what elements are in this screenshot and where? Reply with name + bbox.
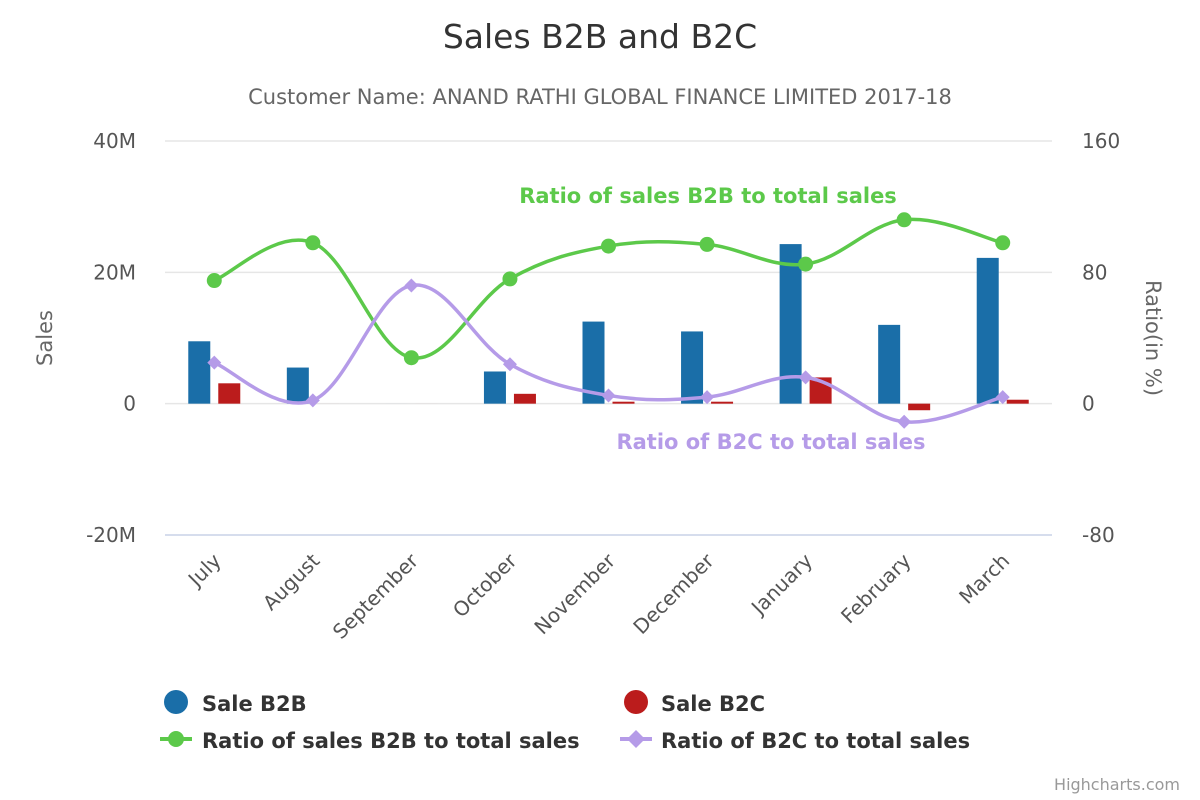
x-tick-label: March (954, 549, 1014, 609)
point-ratio-b2c-july[interactable] (207, 355, 222, 370)
legend-symbol-circle (624, 690, 648, 714)
x-tick-label: October (448, 548, 522, 622)
bar-sale-b2b-march[interactable] (976, 257, 999, 404)
point-ratio-b2c-september[interactable] (404, 278, 419, 293)
chart-title: Sales B2B and B2C (443, 17, 757, 56)
x-tick-label: December (628, 548, 719, 639)
bar-sale-b2c-december[interactable] (711, 401, 734, 404)
chart-subtitle: Customer Name: ANAND RATHI GLOBAL FINANC… (248, 85, 952, 109)
point-ratio-b2c-january[interactable] (798, 370, 813, 385)
legend-symbol-diamond (627, 730, 645, 748)
legend-item-ratio-b2c[interactable]: Ratio of B2C to total sales (620, 729, 970, 753)
legend-label: Ratio of sales B2B to total sales (202, 729, 580, 753)
legend: Sale B2B Sale B2C Ratio of sales B2B to … (160, 690, 970, 753)
bar-sale-b2c-november[interactable] (612, 401, 635, 404)
bar-sale-b2b-august[interactable] (286, 367, 309, 404)
point-ratio-b2b-august[interactable] (305, 235, 321, 251)
right-axis-ticks: -80 0 80 160 (1082, 129, 1120, 547)
point-ratio-b2b-november[interactable] (601, 238, 616, 254)
bar-sale-b2b-december[interactable] (681, 331, 704, 404)
bar-sale-b2b-november[interactable] (582, 321, 605, 404)
x-tick-label: September (328, 548, 424, 644)
point-ratio-b2b-october[interactable] (502, 271, 518, 287)
bar-sale-b2b-october[interactable] (483, 371, 506, 404)
annotation-ratio-b2b: Ratio of sales B2B to total sales (519, 184, 897, 208)
bar-sale-b2c-february[interactable] (908, 403, 931, 411)
legend-symbol-circle (168, 731, 184, 747)
column-series (188, 244, 1029, 411)
bar-sale-b2b-february[interactable] (878, 324, 901, 404)
left-tick-label: 20M (93, 260, 136, 284)
right-tick-label: -80 (1082, 523, 1115, 547)
legend-label: Sale B2B (202, 692, 307, 716)
x-tick-label: February (836, 548, 916, 628)
right-axis-title: Ratio(in %) (1141, 280, 1165, 396)
point-ratio-b2b-february[interactable] (896, 212, 912, 228)
left-axis-title: Sales (33, 310, 57, 366)
point-ratio-b2b-january[interactable] (798, 256, 814, 272)
bar-sale-b2b-january[interactable] (779, 244, 802, 404)
annotation-ratio-b2c: Ratio of B2C to total sales (616, 430, 925, 454)
point-ratio-b2b-september[interactable] (403, 350, 419, 366)
line-series (206, 212, 1011, 429)
point-ratio-b2b-july[interactable] (206, 273, 222, 289)
point-ratio-b2c-february[interactable] (897, 414, 912, 429)
left-tick-label: 40M (93, 129, 136, 153)
legend-item-sale-b2b[interactable]: Sale B2B (164, 690, 307, 716)
legend-item-ratio-b2b[interactable]: Ratio of sales B2B to total sales (160, 729, 580, 753)
line-ratio-b2c (213, 283, 1004, 424)
x-tick-label: July (182, 548, 226, 592)
x-tick-label: November (529, 548, 620, 639)
x-tick-label: January (745, 548, 817, 620)
legend-item-sale-b2c[interactable]: Sale B2C (624, 690, 765, 716)
legend-symbol-circle (164, 690, 188, 714)
right-tick-label: 0 (1082, 392, 1095, 416)
point-ratio-b2b-december[interactable] (699, 236, 715, 252)
left-tick-label: -20M (86, 523, 136, 547)
left-axis-ticks: -20M 0 20M 40M (86, 129, 136, 547)
legend-label: Ratio of B2C to total sales (661, 729, 970, 753)
right-tick-label: 80 (1082, 260, 1107, 284)
legend-label: Sale B2C (661, 692, 765, 716)
x-tick-label: August (258, 548, 325, 615)
point-ratio-b2c-march[interactable] (995, 390, 1010, 405)
point-ratio-b2c-october[interactable] (502, 357, 517, 372)
point-ratio-b2b-march[interactable] (995, 235, 1011, 251)
line-ratio-b2b (213, 217, 1004, 360)
bar-sale-b2c-march[interactable] (1006, 399, 1029, 404)
bar-sale-b2c-october[interactable] (513, 393, 536, 404)
x-axis-labels: July August September October November Decemb… (182, 548, 1014, 644)
left-tick-label: 0 (123, 392, 136, 416)
point-ratio-b2c-december[interactable] (700, 390, 715, 405)
bar-sale-b2c-july[interactable] (218, 383, 241, 404)
credits-link[interactable]: Highcharts.com (1054, 775, 1180, 794)
point-ratio-b2c-november[interactable] (601, 388, 616, 403)
bar-sale-b2b-july[interactable] (188, 341, 211, 404)
right-tick-label: 160 (1082, 129, 1120, 153)
point-ratio-b2c-august[interactable] (305, 393, 320, 408)
